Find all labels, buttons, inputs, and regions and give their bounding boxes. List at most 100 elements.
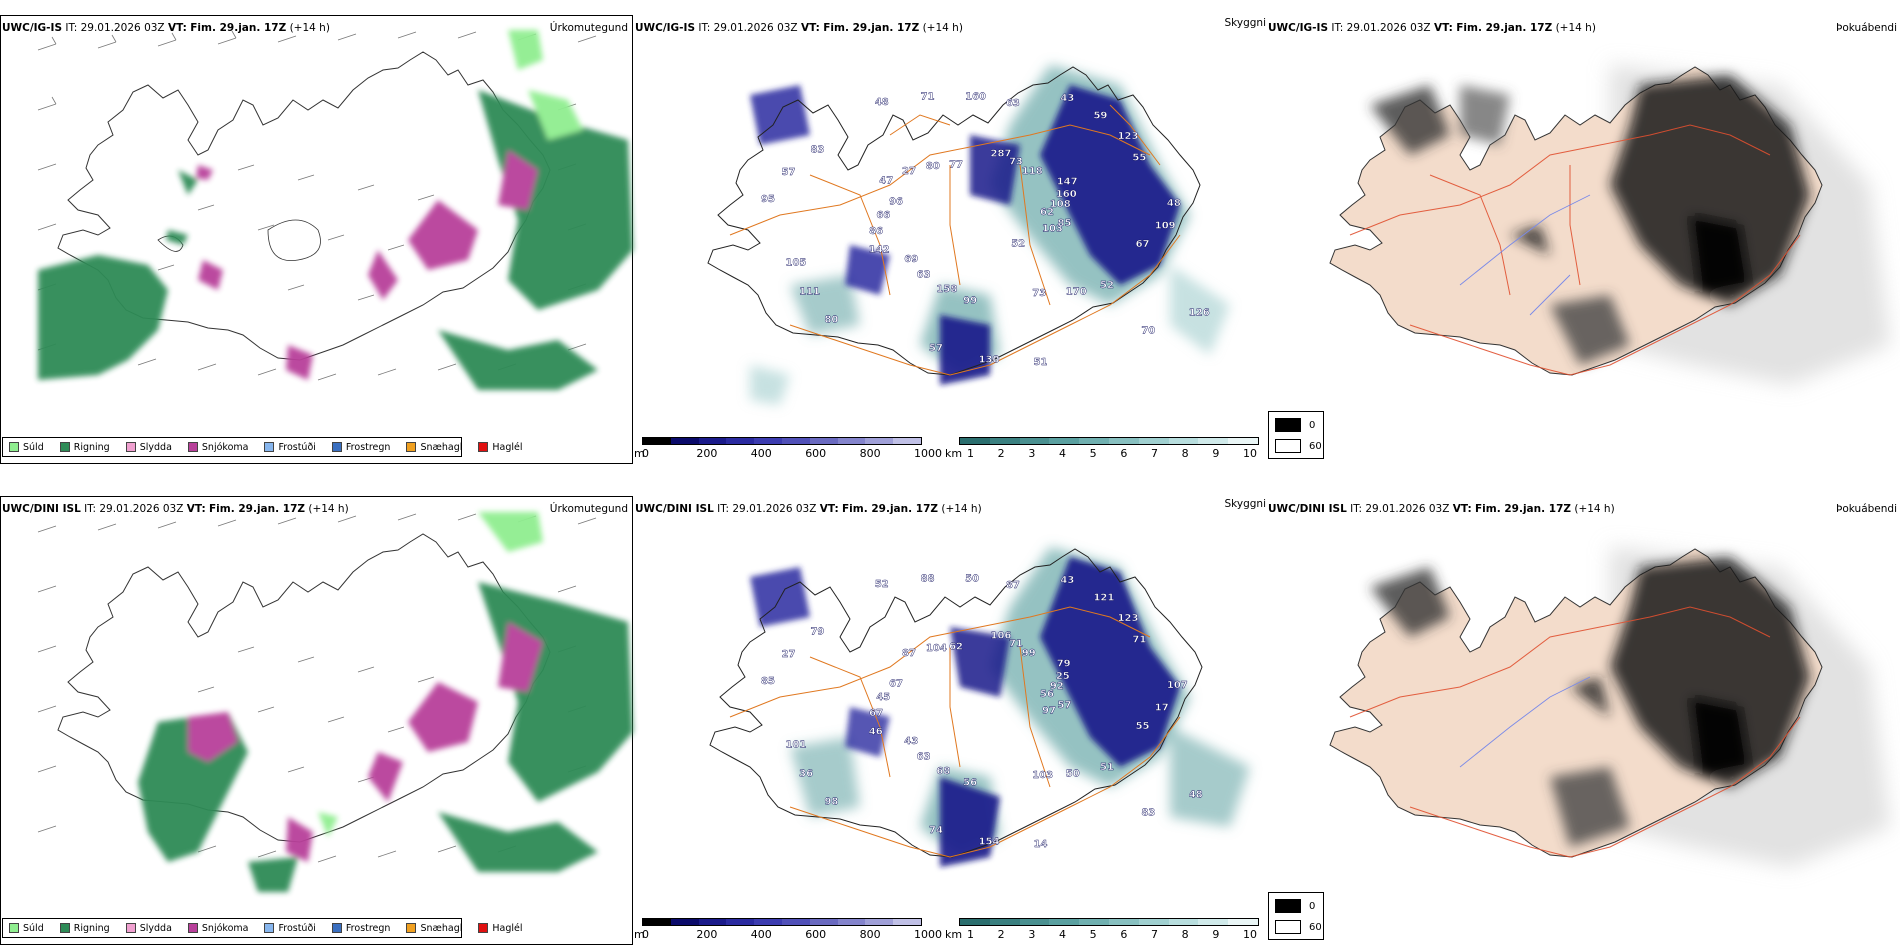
cloud-base-label: 63	[917, 270, 931, 281]
legend-item-frostúði: Frostúði	[264, 922, 316, 934]
cloud-base-label: 55	[1132, 153, 1146, 164]
fog-legend-label: 0	[1309, 419, 1316, 431]
cloud-base-label: 43	[1060, 93, 1074, 104]
legend-item-slydda: Slydda	[125, 441, 172, 453]
colorbar-step	[1198, 438, 1229, 444]
roads	[729, 104, 1181, 376]
legend-label: Haglél	[492, 441, 523, 453]
fog-legend-label: 60	[1309, 921, 1322, 933]
header-precip-top: UWC/IG-IS IT: 29.01.2026 03Z VT: Fim. 29…	[2, 22, 330, 34]
title-fog-top: Þokuábendi	[1836, 22, 1897, 34]
cloud-base-label: 154	[979, 837, 1000, 848]
legend-swatch	[9, 923, 19, 933]
colorbar-tick: 6	[1120, 928, 1128, 941]
rivers	[1459, 194, 1591, 316]
colorbar-step	[1198, 919, 1229, 925]
colorbar-tick: 1000	[914, 928, 942, 941]
colorbar-step	[781, 438, 810, 444]
fog-legend-row: 0	[1275, 418, 1315, 432]
cloud-base-label: 121	[1093, 592, 1114, 603]
cloud-base-label: 74	[929, 825, 943, 836]
legend-item-frostúði: Frostúði	[264, 442, 316, 453]
cloud-base-label: 71	[1132, 635, 1146, 646]
cloud-base-labels-bottom: 56 43 87 83 67 71 74 62 55 101 99 103 79 92 63 50 48 45 12…	[761, 573, 1203, 850]
colorbar-step	[726, 438, 755, 444]
cloud-base-label: 56	[963, 778, 977, 789]
cloud-base-label: 67	[869, 708, 883, 719]
colorbar-step	[893, 438, 921, 444]
colorbar-tick: 200	[696, 928, 718, 941]
fog-legend-swatch	[1275, 920, 1301, 934]
colorbar-step	[1019, 919, 1050, 925]
cloud-base-label: 106	[990, 631, 1011, 642]
fog-map-top	[1329, 65, 1890, 385]
legend-item-súld: Súld	[9, 923, 44, 934]
legend-item-súld: Súld	[9, 442, 44, 453]
colorbar-tick: 0	[642, 928, 649, 941]
precip-legend-bottom: Súld Rigning Slydda Snjókoma Frostúði Frostre…	[2, 918, 523, 938]
ceiling-colorbar-top: m 0 200 400 600 800 1000	[634, 437, 942, 461]
cloud-base-label: 71	[921, 91, 935, 102]
colorbar-step	[1168, 919, 1199, 925]
legend-item-frostregn: Frostregn	[331, 442, 390, 453]
ceiling-field	[750, 85, 1180, 385]
precip-map-bottom	[37, 512, 633, 892]
cloud-base-label: 27	[782, 649, 796, 660]
legend-swatch	[59, 442, 70, 452]
rivers	[1459, 676, 1591, 768]
cloud-base-label: 48	[1189, 790, 1203, 801]
precip-type-panel-bottom	[0, 496, 633, 945]
colorbar-step	[670, 438, 699, 444]
cloud-base-label: 63	[1006, 98, 1020, 109]
legend-swatch	[187, 923, 198, 933]
title-visibility-bottom: Skyggni	[1224, 498, 1267, 510]
cloud-base-label: 88	[921, 573, 935, 584]
colorbar-step	[865, 919, 894, 925]
legend-label: Súld	[23, 922, 44, 934]
colorbar-step	[1108, 438, 1139, 444]
colorbar-tick: 1	[967, 928, 974, 941]
colorbar-step	[643, 919, 671, 925]
cloud-base-labels-top: 6269637096555777671051187383108631601266…	[761, 91, 1210, 368]
colorbar-step	[726, 919, 755, 925]
cloud-base-label: 85	[761, 676, 775, 687]
legend-label: Slydda	[139, 441, 172, 453]
cloud-base-label: 57	[1058, 700, 1072, 711]
cloud-base-label: 62	[949, 642, 963, 653]
colorbar-unit: km	[945, 928, 963, 941]
colorbar-tick: 800	[859, 928, 881, 941]
colorbar-tick: 1	[967, 447, 974, 460]
cloud-base-label: 79	[1057, 659, 1071, 670]
cloud-base-label: 36	[799, 769, 813, 780]
colorbar-tick: 0	[642, 447, 649, 460]
legend-label: Snjókoma	[201, 922, 249, 934]
colorbar-tick: 400	[750, 447, 772, 460]
colorbar-tick: 3	[1028, 928, 1036, 941]
legend-label: Frostúði	[278, 922, 316, 934]
legend-item-rigning: Rigning	[59, 923, 110, 934]
colorbar-step	[1079, 438, 1109, 444]
cloud-base-label: 99	[963, 296, 977, 307]
cloud-base-label: 95	[761, 194, 775, 205]
cloud-base-label: 99	[1022, 648, 1036, 659]
visibility-colorbar-bottom: km 1 2 3 4 5 6 7 8 9 10	[945, 918, 1265, 942]
colorbar-step	[837, 919, 866, 925]
colorbar-tick: 9	[1212, 447, 1220, 460]
colorbar-tick: 600	[805, 447, 827, 460]
colorbar-step	[698, 438, 727, 444]
colorbar-tick: 1000	[914, 447, 942, 460]
cloud-base-label: 147	[1057, 177, 1078, 188]
legend-item-haglél: Haglél	[478, 441, 523, 453]
cloud-base-label: 47	[879, 176, 893, 187]
header-fog-top: UWC/IG-IS IT: 29.01.2026 03Z VT: Fim. 29…	[1268, 22, 1596, 34]
colorbar-step	[1019, 438, 1050, 444]
cloud-base-label: 86	[869, 226, 883, 237]
roads	[1349, 606, 1801, 858]
colorbar-tick: 2	[997, 928, 1005, 941]
legend-swatch	[406, 442, 417, 452]
fog-legend-swatch	[1275, 418, 1301, 432]
precip-areas	[38, 30, 633, 390]
legend-swatch	[406, 923, 417, 933]
cloud-base-label: 80	[824, 314, 838, 325]
legend-label: Haglél	[492, 922, 523, 934]
